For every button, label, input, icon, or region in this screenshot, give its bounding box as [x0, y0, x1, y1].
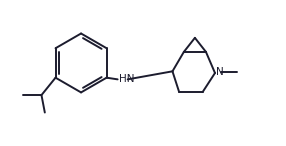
Text: HN: HN	[119, 74, 135, 84]
Text: N: N	[216, 67, 224, 77]
